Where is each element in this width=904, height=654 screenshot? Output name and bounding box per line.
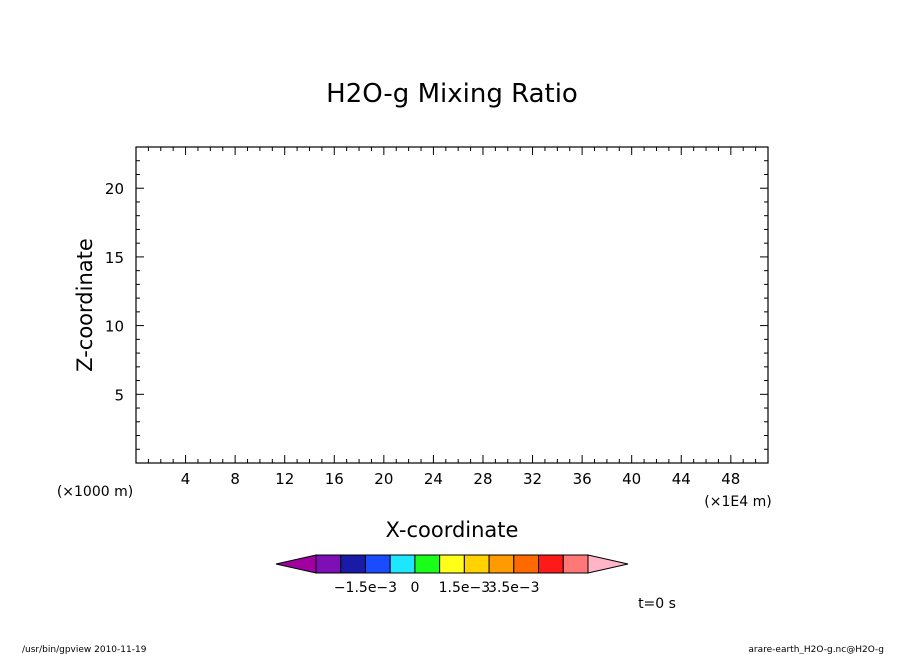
colorbar-box [513, 554, 540, 574]
colorbar-tick-label: 1.5e−3 [439, 580, 491, 596]
y-unit-label: (×1000 m) [57, 484, 133, 500]
y-tick-label: 20 [105, 180, 124, 198]
colorbar-tick-label: 0 [410, 580, 419, 596]
x-axis-label: X-coordinate [386, 518, 519, 542]
colorbar-over-triangle [587, 554, 629, 574]
footer-right: arare-earth_H2O-g.nc@H2O-g [748, 645, 884, 654]
x-tick-label: 32 [523, 470, 542, 488]
colorbar-box [389, 554, 416, 574]
x-tick-label: 20 [374, 470, 393, 488]
x-tick-label: 44 [672, 470, 691, 488]
footer-left: /usr/bin/gpview 2010-11-19 [22, 645, 147, 654]
x-tick-label: 24 [424, 470, 443, 488]
colorbar-box [439, 554, 465, 574]
colorbar-tick-label: 3.5e−3 [488, 580, 540, 596]
x-tick-label: 28 [473, 470, 492, 488]
y-axis-ticks [136, 160, 768, 450]
x-tick-label: 4 [181, 470, 191, 488]
colorbar-box [538, 554, 564, 574]
y-axis-label: Z-coordinate [73, 238, 97, 372]
colorbar-under-triangle [275, 554, 317, 574]
colorbar-box [414, 554, 441, 574]
colorbar-box [364, 554, 391, 574]
x-tick-label: 48 [721, 470, 740, 488]
y-axis-tick-labels: 5 10 15 20 [105, 180, 124, 404]
colorbar [275, 554, 629, 574]
x-axis-tick-labels: 4 8 12 16 20 24 28 32 36 40 44 48 [181, 470, 741, 488]
time-label: t=0 s [638, 596, 676, 612]
x-unit-label: (×1E4 m) [704, 494, 771, 510]
x-tick-label: 8 [230, 470, 240, 488]
colorbar-box [340, 554, 366, 574]
chart-title: H2O-g Mixing Ratio [326, 79, 578, 109]
x-tick-label: 36 [573, 470, 592, 488]
y-tick-label: 5 [114, 386, 124, 404]
colorbar-box [315, 554, 342, 574]
x-tick-label: 16 [325, 470, 344, 488]
x-tick-label: 40 [622, 470, 641, 488]
y-tick-label: 15 [105, 249, 124, 267]
x-tick-label: 12 [275, 470, 294, 488]
plot-frame [135, 146, 769, 464]
colorbar-box [562, 554, 589, 574]
x-axis-ticks [147, 147, 757, 463]
colorbar-tick-labels: −1.5e−3 0 1.5e−33.5e−3 [334, 580, 540, 596]
colorbar-box [463, 554, 490, 574]
y-tick-label: 10 [105, 318, 124, 336]
colorbar-box [488, 554, 515, 574]
colorbar-tick-label: −1.5e−3 [334, 580, 397, 596]
